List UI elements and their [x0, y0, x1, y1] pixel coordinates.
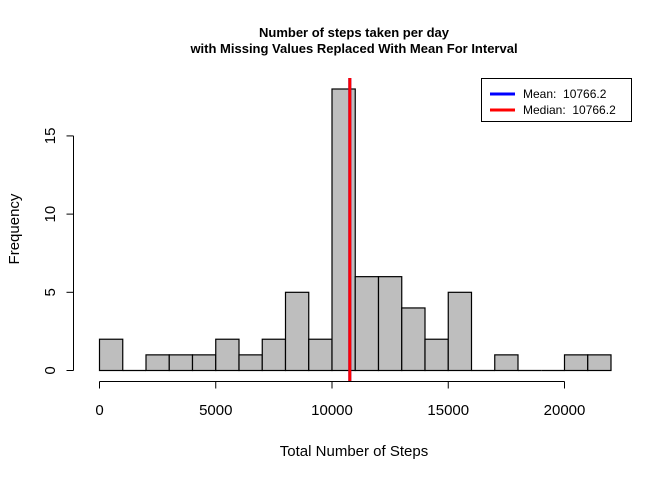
x-tick-label: 10000: [311, 402, 353, 419]
legend-label: Median: 10766.2: [523, 103, 616, 117]
histogram-bar: [331, 88, 356, 372]
histogram-bar: [587, 354, 612, 372]
histogram-bar: [215, 338, 240, 372]
histogram-bars: [98, 88, 612, 372]
histogram-bar: [424, 338, 449, 372]
y-tick-label: 5: [42, 288, 59, 296]
x-tick-label: 0: [95, 402, 103, 419]
chart-title: Number of steps taken per day: [259, 25, 450, 40]
histogram-bar: [145, 354, 170, 372]
legend-label: Mean: 10766.2: [523, 87, 607, 101]
histogram-bar: [447, 291, 473, 372]
y-axis-label: Frequency: [6, 193, 23, 264]
histogram-bar: [238, 354, 263, 372]
legend-box: [481, 78, 632, 122]
histogram-bar: [261, 338, 287, 372]
histogram-bar: [168, 354, 194, 372]
histogram-bar: [377, 276, 403, 372]
histogram-bar: [563, 354, 589, 372]
y-tick-label: 0: [42, 366, 59, 374]
histogram-bar: [191, 354, 217, 372]
histogram-bar: [284, 291, 310, 372]
y-axis: 0 5 10 15: [42, 128, 74, 375]
x-axis-label: Total Number of Steps: [280, 443, 428, 460]
histogram-bar: [401, 307, 426, 372]
x-tick-label: 15000: [427, 402, 469, 419]
histogram-bar: [494, 354, 519, 372]
histogram-bar: [98, 338, 124, 372]
x-tick-label: 5000: [199, 402, 232, 419]
histogram-bar: [354, 276, 380, 372]
x-tick-label: 20000: [544, 402, 586, 419]
y-tick-label: 10: [42, 206, 59, 223]
x-axis: 0 5000 10000 15000 20000: [95, 381, 586, 419]
y-tick-label: 15: [42, 128, 59, 145]
chart-subtitle: with Missing Values Replaced With Mean F…: [189, 41, 517, 56]
histogram-bar: [308, 338, 333, 372]
legend: Mean: 10766.2 Median: 10766.2: [481, 78, 632, 122]
